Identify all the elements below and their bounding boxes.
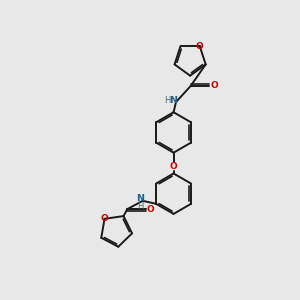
Text: H: H	[164, 96, 170, 105]
Text: N: N	[169, 96, 177, 105]
Text: N: N	[136, 194, 144, 203]
Text: O: O	[147, 205, 154, 214]
Text: O: O	[210, 81, 218, 90]
Text: H: H	[137, 202, 143, 211]
Text: O: O	[196, 42, 204, 51]
Text: O: O	[101, 214, 108, 223]
Text: O: O	[170, 162, 177, 171]
